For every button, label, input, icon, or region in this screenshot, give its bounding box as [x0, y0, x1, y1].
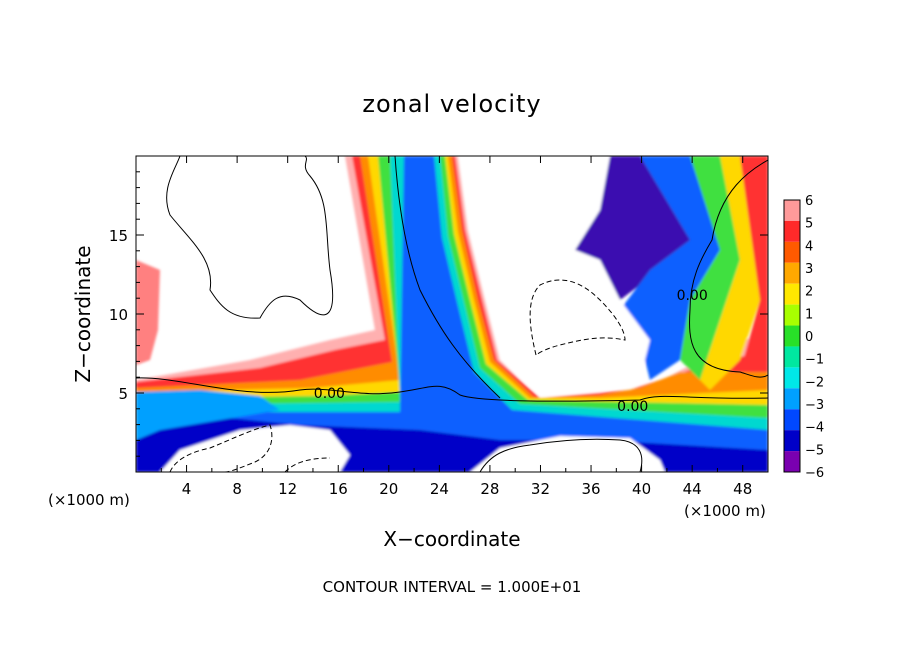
colorbar-label: 0: [805, 330, 813, 345]
field-right-red: [740, 156, 768, 372]
x-tick-label: 32: [531, 480, 550, 498]
contour-lowleft-dashed: [169, 424, 273, 472]
colorbar-swatch: [784, 304, 800, 326]
field-lowleft-blob: [136, 390, 280, 440]
y-axis: 5 10 15: [109, 171, 768, 457]
y-tick-label: 15: [109, 227, 128, 245]
x-tick-label: 36: [581, 480, 600, 498]
colorbar-frame: [783, 199, 801, 473]
x-tick-label: 20: [379, 480, 398, 498]
field-white-lowleft: [160, 425, 350, 472]
colorbar-label: −2: [805, 375, 824, 390]
colorbar-label: 4: [805, 239, 813, 254]
x-tick-label: 24: [430, 480, 449, 498]
x-tick-label: 40: [632, 480, 651, 498]
colorbar-swatch: [784, 346, 800, 368]
colorbar-label: −5: [805, 443, 824, 458]
y-tick-label: 5: [118, 385, 128, 403]
field-right-green: [680, 156, 740, 380]
colorbar-swatch: [784, 430, 800, 452]
x-tick-label: 44: [683, 480, 702, 498]
x-tick-label: 16: [329, 480, 348, 498]
field-right-blue: [620, 156, 720, 380]
contour-interval-footer: CONTOUR INTERVAL = 1.000E+01: [323, 578, 582, 596]
x-axis: 4 8 12 16 20 24 28 32 36 40 44 48: [160, 156, 752, 498]
plot-area: 0.00 0.00 0.00: [135, 155, 769, 473]
field-white-mid: [458, 156, 650, 396]
x-tick-label: 48: [733, 480, 752, 498]
x-axis-label: X−coordinate: [383, 527, 520, 551]
colorbar-label: 2: [805, 285, 813, 300]
colorbar-label: 5: [805, 217, 813, 232]
contour-label: 0.00: [314, 386, 345, 402]
colorbar-label: −6: [805, 466, 824, 481]
x-tick-label: 28: [480, 480, 499, 498]
x-unit-label: (×1000 m): [684, 502, 766, 520]
colorbar-swatch: [784, 325, 800, 347]
colorbar-label: −1: [805, 353, 824, 368]
y-tick-label: 10: [109, 306, 128, 324]
colorbar-label: −3: [805, 398, 824, 413]
y-axis-label: Z−coordinate: [71, 245, 95, 382]
colorbar-swatch: [784, 409, 800, 431]
colorbar: 6 5 4 3 2 1 0 −1 −2 −3 −4 −5 −6: [783, 194, 824, 481]
colorbar-label: 3: [805, 262, 813, 277]
contour-label: 0.00: [677, 288, 708, 304]
colorbar-label: 1: [805, 307, 813, 322]
contour-zero-jet: [394, 156, 501, 399]
contour-upper-left: [166, 156, 334, 319]
field-white-lowmid: [470, 436, 665, 472]
contour-label: 0.00: [617, 399, 648, 415]
colorbar-swatch: [784, 241, 800, 263]
x-tick-label: 12: [278, 480, 297, 498]
field-jet-blue: [136, 156, 768, 472]
colorbar-swatch: [784, 367, 800, 389]
colorbar-swatch: [784, 388, 800, 410]
contour-low-solid: [479, 438, 643, 472]
colorbar-swatch: [784, 451, 800, 472]
contour-zero-main: [136, 377, 768, 402]
colorbar-label: −4: [805, 421, 824, 436]
field-left-strip: [136, 260, 160, 365]
x-tick-label: 8: [232, 480, 242, 498]
contour-mid-dashed: [529, 279, 626, 356]
contour-zero-right: [689, 159, 768, 378]
colorbar-swatch: [784, 262, 800, 284]
chart-title: zonal velocity: [362, 90, 541, 118]
colorbar-swatch: [784, 200, 800, 221]
colorbar-swatch: [784, 220, 800, 242]
colorbar-swatch: [784, 283, 800, 305]
x-tick-label: 4: [182, 480, 192, 498]
colorbar-label: 6: [805, 194, 813, 209]
field-right-yellow: [700, 156, 760, 390]
y-unit-label: (×1000 m): [48, 491, 130, 509]
